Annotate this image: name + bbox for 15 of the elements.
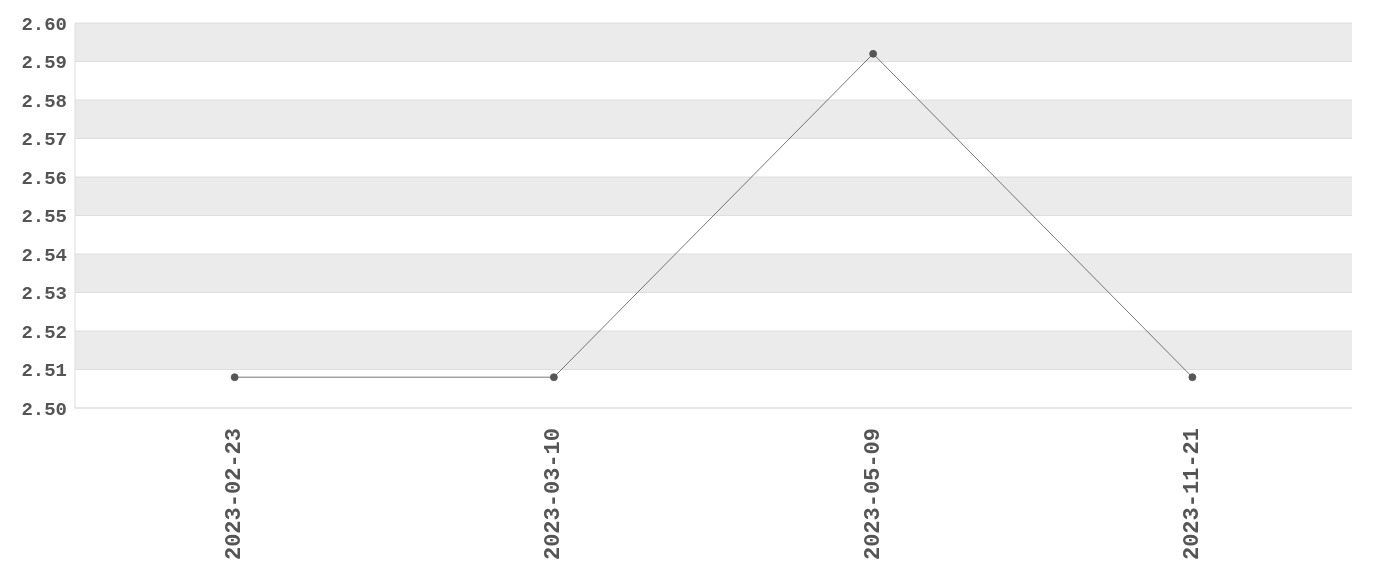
x-tick-label: 2023-05-09 (860, 428, 886, 561)
y-tick-label: 2.55 (21, 206, 67, 229)
x-tick-label: 2023-11-21 (1179, 428, 1205, 561)
x-tick-label: 2023-03-10 (541, 428, 567, 561)
y-tick-label: 2.57 (21, 129, 67, 152)
y-tick-label: 2.56 (21, 167, 67, 190)
y-tick-label: 2.50 (21, 398, 67, 421)
y-tick-label: 2.53 (21, 283, 67, 306)
y-tick-label: 2.54 (21, 244, 67, 267)
y-tick-label: 2.58 (21, 90, 67, 113)
y-tick-label: 2.59 (21, 52, 67, 75)
y-tick-label: 2.51 (21, 360, 67, 383)
x-tick-label: 2023-02-23 (222, 428, 248, 561)
y-tick-label: 2.52 (21, 321, 67, 344)
y-tick-label: 2.60 (21, 13, 67, 36)
